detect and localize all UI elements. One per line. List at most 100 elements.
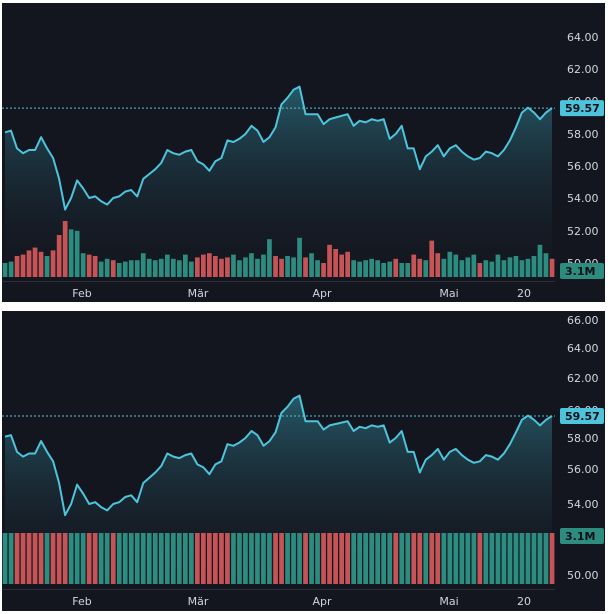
volume-bar	[531, 256, 537, 277]
volume-bar	[86, 533, 92, 584]
volume-bar	[291, 257, 296, 277]
volume-bar	[68, 533, 74, 584]
volume-badge-label: 3.1M	[565, 530, 595, 543]
volume-bar	[519, 533, 525, 584]
volume-bar	[273, 533, 278, 584]
volume-bar	[14, 533, 20, 584]
price-line	[4, 85, 553, 211]
price-volume-chart-top[interactable]: 50.0052.0054.0056.0058.0060.0062.0064.00…	[2, 3, 605, 302]
volume-bar	[50, 533, 56, 584]
y-tick-label: 56.00	[567, 160, 599, 173]
volume-bar	[273, 256, 278, 277]
y-tick-label: 56.00	[567, 463, 599, 476]
last-price-badge-label: 59.57	[565, 102, 600, 115]
volume-bar	[116, 533, 122, 584]
volume-bar	[80, 253, 86, 277]
y-tick-label: 52.00	[567, 225, 599, 238]
x-tick-label: Feb	[72, 595, 91, 608]
volume-bar	[20, 254, 26, 277]
volume-bar	[303, 533, 308, 584]
x-tick-label: Feb	[72, 287, 91, 300]
volume-bar	[543, 533, 549, 584]
x-tick-label: Apr	[312, 595, 332, 608]
volume-bar	[459, 260, 465, 277]
volume-bar	[519, 260, 525, 277]
volume-bar	[62, 221, 68, 277]
volume-bar	[219, 533, 224, 584]
volume-bar	[255, 258, 260, 277]
volume-bar	[507, 533, 513, 584]
volume-bar	[26, 250, 32, 277]
volume-bar	[177, 533, 182, 584]
volume-bar	[423, 260, 429, 277]
volume-bar	[2, 533, 8, 584]
chart-panel-bottom[interactable]: 50.0052.0054.0056.0058.0060.0062.0064.00…	[2, 311, 605, 611]
y-tick-label: 58.00	[567, 128, 599, 141]
volume-bar	[92, 533, 98, 584]
volume-bar	[110, 260, 116, 277]
volume-bar	[98, 533, 104, 584]
volume-bar	[74, 230, 80, 277]
volume-bar	[20, 533, 26, 584]
volume-bar	[189, 533, 194, 584]
volume-bar	[50, 250, 56, 277]
volume-bar	[68, 229, 74, 277]
last-price-badge	[560, 408, 604, 425]
volume-bar	[134, 533, 140, 584]
volume-badge	[560, 263, 604, 279]
volume-bar	[327, 244, 332, 277]
volume-bar	[158, 258, 164, 277]
price-line	[4, 394, 553, 517]
volume-bar	[549, 258, 555, 277]
volume-bar	[261, 254, 266, 277]
volume-bar	[321, 263, 326, 277]
x-tick-label: 20	[517, 595, 531, 608]
volume-bar	[429, 240, 435, 277]
volume-bar	[537, 244, 543, 277]
volume-bar	[339, 254, 344, 277]
x-tick-label: Mai	[439, 287, 458, 300]
volume-bar	[471, 254, 477, 277]
volume-bar	[303, 257, 308, 277]
volume-bar	[80, 533, 86, 584]
volume-bar	[387, 261, 393, 277]
volume-bar	[171, 533, 176, 584]
volume-bar	[429, 533, 435, 584]
volume-bar	[207, 533, 212, 584]
volume-bar	[369, 533, 374, 584]
volume-badge	[560, 528, 604, 544]
volume-bar	[441, 533, 447, 584]
volume-bar	[62, 533, 68, 584]
volume-bar	[86, 254, 92, 277]
volume-bar	[267, 239, 272, 277]
y-tick-label: 64.00	[567, 342, 599, 355]
y-tick-label: 64.00	[567, 31, 599, 44]
volume-bar	[231, 533, 236, 584]
volume-bar	[363, 260, 368, 277]
volume-bar	[549, 533, 555, 584]
volume-bar	[146, 533, 152, 584]
volume-bar	[411, 254, 417, 277]
volume-bar	[38, 251, 44, 277]
chart-panel-top[interactable]: 50.0052.0054.0056.0058.0060.0062.0064.00…	[2, 3, 605, 302]
volume-bar	[315, 260, 320, 277]
price-volume-chart-bottom[interactable]: 50.0052.0054.0056.0058.0060.0062.0064.00…	[2, 311, 605, 611]
x-tick-label: Apr	[312, 287, 332, 300]
volume-bar	[195, 533, 200, 584]
volume-bar	[279, 533, 284, 584]
volume-bar	[435, 253, 441, 277]
volume-bar	[309, 533, 314, 584]
volume-bar	[201, 533, 206, 584]
volume-bar	[267, 533, 272, 584]
volume-bar	[321, 533, 326, 584]
volume-bar	[183, 254, 188, 277]
last-price-badge	[560, 100, 604, 117]
volume-bar	[495, 533, 501, 584]
volume-bar	[171, 258, 176, 277]
price-area-fill	[5, 86, 552, 281]
volume-bar	[399, 263, 405, 277]
volume-bar	[357, 261, 362, 277]
volume-bar	[56, 235, 62, 277]
volume-bar	[453, 533, 459, 584]
volume-bar	[237, 533, 242, 584]
